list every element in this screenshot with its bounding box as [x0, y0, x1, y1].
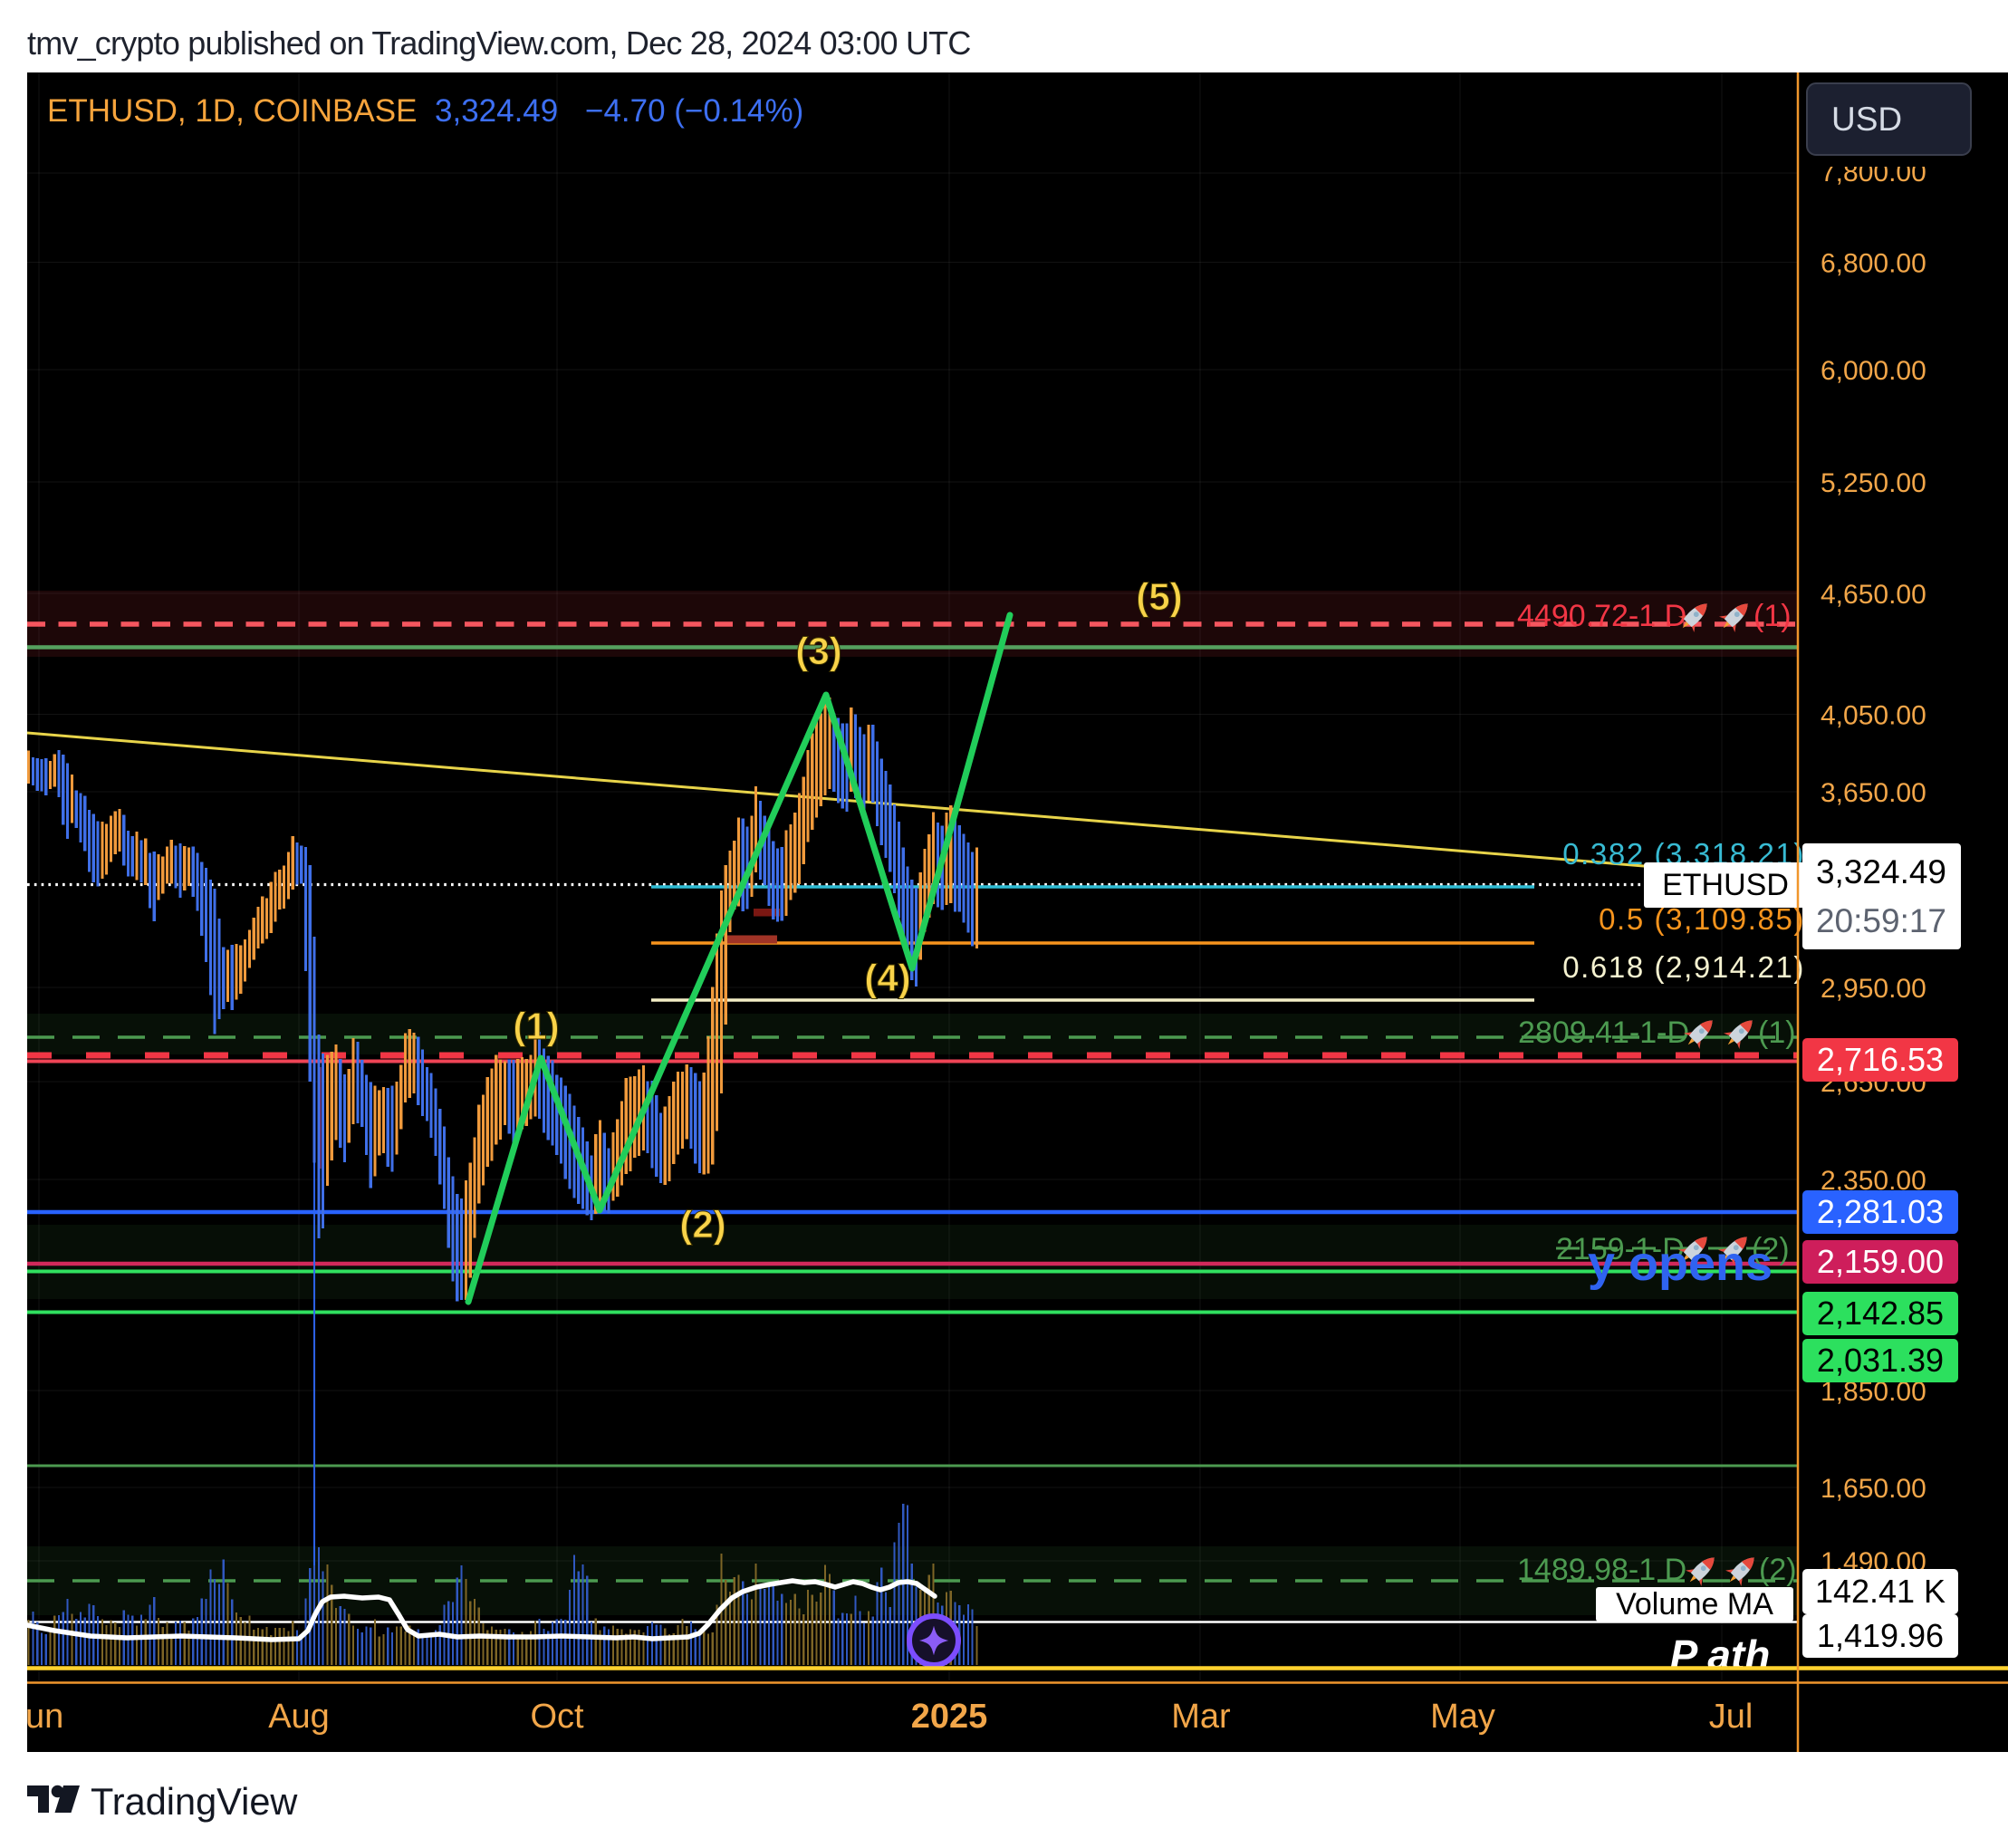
svg-text:Oct: Oct: [530, 1698, 584, 1736]
svg-text:2159-1-D: 2159-1-D: [1556, 1232, 1685, 1266]
svg-text:1489.98-1 D: 1489.98-1 D: [1517, 1553, 1686, 1587]
svg-text:4490.72-1 D: 4490.72-1 D: [1517, 599, 1686, 633]
svg-text:(2): (2): [1759, 1553, 1797, 1587]
svg-text:tmv_crypto published on Tradin: tmv_crypto published on TradingView.com,…: [27, 24, 971, 62]
svg-text:(3): (3): [795, 630, 841, 672]
svg-text:May: May: [1430, 1698, 1495, 1736]
svg-text:(1): (1): [1758, 1015, 1796, 1050]
svg-text:2,031.39: 2,031.39: [1817, 1342, 1944, 1379]
svg-text:Volume MA: Volume MA: [1616, 1587, 1773, 1622]
svg-text:(1): (1): [1753, 599, 1792, 633]
svg-text:2,716.53: 2,716.53: [1817, 1041, 1944, 1078]
svg-text:Jul: Jul: [1709, 1698, 1753, 1736]
svg-text:20:59:17: 20:59:17: [1816, 902, 1946, 939]
svg-text:2,281.03: 2,281.03: [1817, 1193, 1944, 1230]
svg-text:2,142.85: 2,142.85: [1817, 1295, 1944, 1332]
svg-text:Aug: Aug: [268, 1698, 330, 1736]
svg-text:142.41 K: 142.41 K: [1815, 1573, 1946, 1610]
svg-text:3,650.00: 3,650.00: [1821, 778, 1926, 808]
svg-text:USD: USD: [1831, 101, 1902, 138]
svg-text:−4.70 (−0.14%): −4.70 (−0.14%): [585, 93, 803, 129]
svg-text:2,159.00: 2,159.00: [1817, 1243, 1944, 1280]
svg-text:(2): (2): [679, 1203, 725, 1246]
svg-text:0.5 (3,109.85): 0.5 (3,109.85): [1599, 902, 1805, 936]
svg-text:1,419.96: 1,419.96: [1817, 1617, 1944, 1654]
svg-text:(5): (5): [1136, 575, 1182, 618]
svg-text:2025: 2025: [911, 1698, 988, 1736]
svg-text:Mar: Mar: [1171, 1698, 1231, 1736]
svg-text:ETHUSD, 1D, COINBASE: ETHUSD, 1D, COINBASE: [47, 93, 417, 129]
svg-text:6,800.00: 6,800.00: [1821, 249, 1926, 279]
svg-text:TradingView: TradingView: [91, 1780, 298, 1823]
svg-text:un: un: [25, 1698, 63, 1736]
svg-text:(4): (4): [864, 957, 910, 999]
svg-text:(1): (1): [513, 1005, 559, 1047]
svg-text:2,950.00: 2,950.00: [1821, 974, 1926, 1004]
svg-text:P ath: P ath: [1670, 1631, 1771, 1679]
svg-text:2809.41-1-D: 2809.41-1-D: [1518, 1015, 1689, 1050]
svg-text:0.618 (2,914.21): 0.618 (2,914.21): [1562, 950, 1805, 984]
svg-text:3,324.49: 3,324.49: [435, 93, 558, 129]
svg-text:6,000.00: 6,000.00: [1821, 356, 1926, 386]
svg-text:3,324.49: 3,324.49: [1816, 853, 1946, 890]
svg-text:(2): (2): [1752, 1232, 1790, 1266]
svg-text:4,050.00: 4,050.00: [1821, 701, 1926, 731]
svg-text:5,250.00: 5,250.00: [1821, 468, 1926, 498]
svg-text:1,650.00: 1,650.00: [1821, 1474, 1926, 1504]
svg-text:4,650.00: 4,650.00: [1821, 580, 1926, 610]
svg-text:ETHUSD: ETHUSD: [1662, 868, 1789, 902]
svg-text:y opens: y opens: [1588, 1237, 1773, 1291]
